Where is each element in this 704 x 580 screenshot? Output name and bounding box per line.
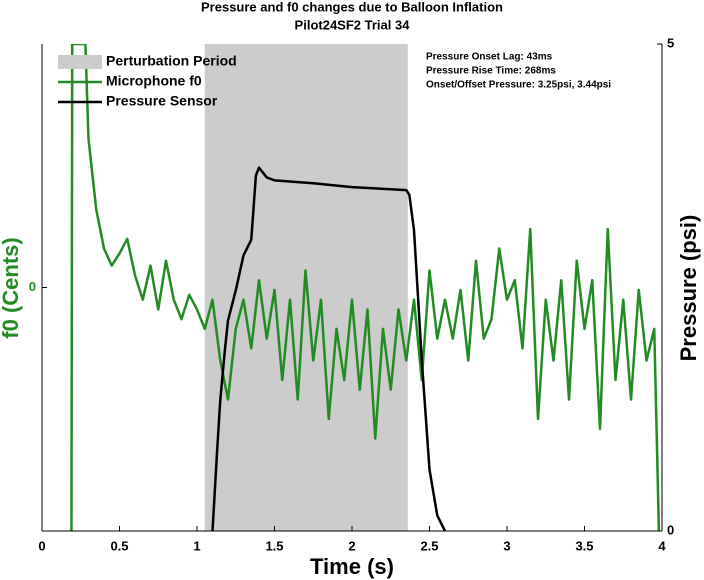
x-axis-label: Time (s) xyxy=(310,554,394,579)
x-tick-label: 3.5 xyxy=(575,538,593,553)
x-tick-label: 4 xyxy=(658,538,666,553)
x-tick-label: 1.5 xyxy=(265,538,283,553)
x-tick-label: 1 xyxy=(193,538,200,553)
y2-axis-label: Pressure (psi) xyxy=(676,215,701,362)
y-tick-label: 0 xyxy=(29,279,36,294)
annotation: Onset/Offset Pressure: 3.25psi, 3.44psi xyxy=(426,80,611,91)
series-line xyxy=(211,166,447,531)
legend-label: Perturbation Period xyxy=(106,53,237,69)
series-line xyxy=(70,44,661,531)
plot-area xyxy=(70,44,661,531)
legend-label: Pressure Sensor xyxy=(106,93,218,109)
x-tick-label: 2.5 xyxy=(420,538,438,553)
annotation: Pressure Rise Time: 268ms xyxy=(426,66,556,77)
chart-subtitle: Pilot24SF2 Trial 34 xyxy=(295,17,411,32)
y2-tick-label: 0 xyxy=(667,522,674,537)
legend-swatch xyxy=(58,55,102,69)
y2-tick-label: 5 xyxy=(667,35,674,50)
x-tick-label: 2 xyxy=(348,538,355,553)
x-tick-label: 0 xyxy=(38,538,45,553)
x-tick-label: 0.5 xyxy=(110,538,128,553)
y-axis-label: f0 (Cents) xyxy=(0,237,23,338)
legend-label: Microphone f0 xyxy=(106,73,202,89)
annotation: Pressure Onset Lag: 43ms xyxy=(426,52,553,63)
x-tick-label: 3 xyxy=(503,538,510,553)
chart-title: Pressure and f0 changes due to Balloon I… xyxy=(201,0,503,14)
